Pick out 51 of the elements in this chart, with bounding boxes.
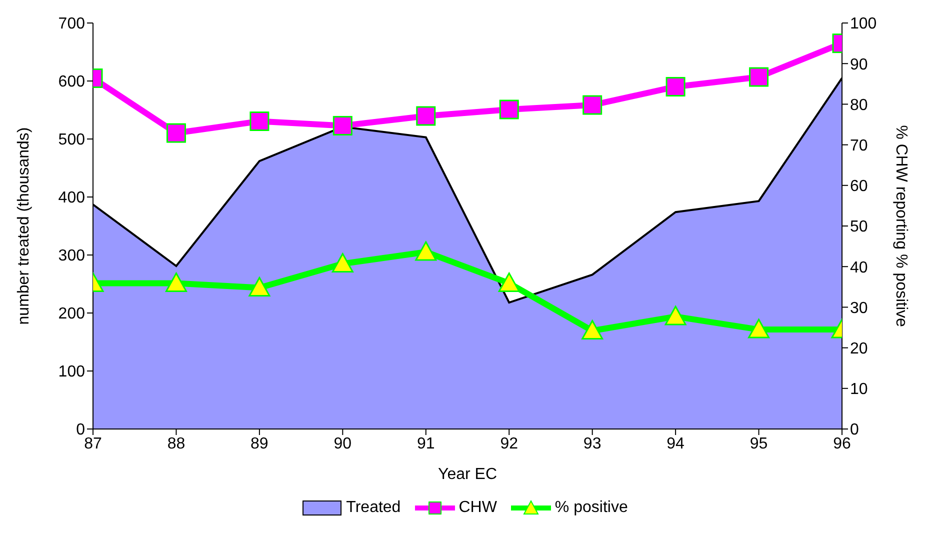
legend-label: Treated: [346, 499, 401, 517]
point: [248, 276, 270, 296]
y-tick-label: 100: [58, 364, 86, 381]
x-tick-label: 95: [750, 435, 768, 452]
x-tick-label: 90: [334, 435, 352, 452]
point: [666, 76, 686, 96]
x-tick-label: 91: [416, 435, 435, 452]
legend-label: CHW: [458, 499, 497, 517]
point: [416, 106, 436, 126]
y-tick-label: 200: [58, 306, 86, 323]
y2-tick-label: 30: [850, 300, 868, 317]
point: [415, 241, 437, 261]
y-tick-label: 700: [58, 16, 86, 33]
y2-tick-label: 80: [850, 96, 868, 114]
y2-tick-label: 70: [850, 137, 868, 154]
point: [250, 112, 270, 131]
legend-label: % positive: [554, 499, 628, 517]
y-tick-label: 0: [76, 422, 86, 439]
y2-tick-label: 90: [850, 56, 868, 74]
point: [748, 318, 770, 338]
point: [165, 272, 187, 292]
x-tick-label: 94: [666, 435, 685, 452]
y-tick-label: 300: [58, 248, 86, 265]
point: [664, 306, 686, 326]
y-axis-title: number treated (thousands): [16, 127, 33, 325]
point: [332, 116, 352, 136]
x-tick-label: 87: [84, 435, 102, 452]
y2-tick-label: 50: [850, 218, 868, 236]
point: [582, 320, 604, 340]
y2-tick-label: 10: [850, 381, 868, 398]
y2-tick-label: 100: [850, 16, 877, 33]
y-tick-label: 400: [58, 190, 86, 207]
x-tick-label: 93: [583, 435, 602, 452]
point: [749, 67, 769, 87]
y-tick-label: 500: [58, 132, 86, 149]
x-tick-label: 89: [250, 435, 268, 452]
y-tick-label: 600: [58, 74, 86, 91]
point: [166, 123, 186, 143]
x-tick-label: 92: [500, 435, 518, 452]
point: [499, 100, 519, 120]
point: [332, 253, 354, 273]
x-tick-label: 88: [167, 435, 186, 452]
y2-axis-title: % CHW reporting % positive: [892, 125, 910, 328]
point: [498, 272, 520, 292]
x-axis-title: Year EC: [438, 466, 497, 483]
y2-tick-label: 60: [850, 178, 868, 196]
y2-tick-label: 40: [850, 259, 868, 276]
y2-tick-label: 0: [850, 422, 859, 439]
point: [582, 95, 602, 115]
x-tick-label: 96: [833, 435, 851, 452]
y2-tick-label: 20: [850, 340, 868, 358]
